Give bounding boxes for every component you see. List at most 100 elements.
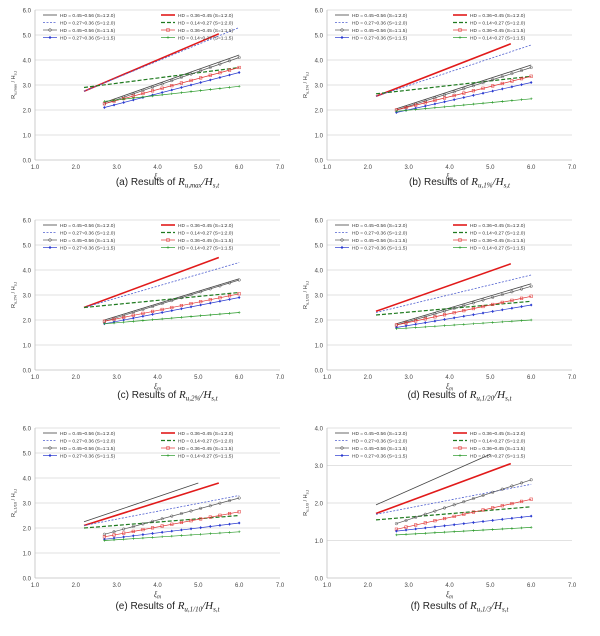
y-axis-label: Ru,1% / Hs,t — [303, 71, 310, 98]
data-point — [150, 89, 155, 93]
data-point — [462, 529, 466, 533]
legend-entry: HD = 0.45~0.56 (S=1:1.5) — [335, 446, 407, 452]
series-marker-red — [102, 510, 241, 539]
series-thin-dark — [104, 54, 240, 103]
data-point — [433, 525, 437, 529]
data-point — [170, 84, 174, 88]
data-point — [414, 322, 417, 326]
x-axis-label: ξm — [446, 384, 453, 393]
data-point — [340, 453, 344, 458]
data-point — [179, 303, 183, 308]
data-point — [179, 296, 183, 300]
data-point — [228, 531, 231, 534]
data-point — [199, 506, 203, 510]
data-point — [150, 519, 155, 523]
text-part: R — [178, 389, 186, 401]
data-point — [481, 101, 485, 105]
data-point — [218, 312, 222, 316]
data-point — [510, 298, 514, 302]
y-tick-label: 0.0 — [315, 577, 324, 583]
text-part: /H — [490, 600, 503, 612]
data-point — [462, 87, 466, 91]
data-point — [491, 321, 494, 324]
data-point — [237, 311, 241, 314]
legend-label: HD = 0.36~0.45 (S=1:1.5) — [178, 446, 233, 452]
data-point — [199, 314, 202, 318]
data-point — [462, 500, 466, 504]
data-point — [404, 321, 408, 325]
data-point — [122, 313, 126, 317]
data-point — [112, 538, 116, 542]
legend-label: HD = 0.27~0.36 (S=1:1.5) — [60, 245, 115, 251]
data-point — [491, 78, 495, 82]
series-marker-dark — [102, 55, 241, 106]
data-point — [48, 35, 52, 40]
text-part: R — [303, 512, 309, 516]
data-point — [131, 310, 135, 314]
data-point — [423, 325, 427, 329]
data-point — [510, 306, 514, 310]
data-point — [151, 536, 154, 539]
y-axis-label: Ru,2% / Hs,t — [11, 281, 18, 308]
data-point — [462, 95, 466, 100]
legend-label: HD = 0.45~0.56 (S=1:2.0) — [352, 431, 407, 437]
data-point — [443, 524, 446, 528]
text-part: u,max — [13, 84, 18, 95]
data-point — [170, 529, 174, 533]
legend-entry: HD = 0.45~0.56 (S=1:2.0) — [43, 223, 115, 229]
data-point — [237, 55, 241, 60]
y-tick-label: 1.0 — [23, 552, 32, 558]
series-line — [396, 67, 532, 111]
data-point — [433, 319, 437, 323]
legend-label: HD = 0.45~0.56 (S=1:1.5) — [60, 28, 115, 34]
x-tick-label: 2.0 — [72, 583, 81, 589]
data-point — [472, 529, 475, 532]
data-point — [150, 526, 155, 530]
data-point — [510, 319, 514, 323]
data-point — [170, 316, 174, 320]
data-point — [237, 496, 241, 500]
legend-entry: HD = 0.14~0.27 (S=1:1.5) — [161, 35, 233, 41]
legend-label: HD = 0.45~0.56 (S=1:1.5) — [60, 238, 115, 244]
data-point — [150, 85, 155, 89]
legend-label: HD = 0.45~0.56 (S=1:2.0) — [60, 431, 115, 437]
chart-caption: (d) Results of Ru,1/20/Hs,t — [407, 389, 512, 403]
y-tick-label: 6.0 — [23, 219, 32, 225]
data-point — [103, 322, 106, 326]
x-tick-label: 1.0 — [323, 165, 332, 171]
data-point — [452, 316, 456, 320]
data-point — [472, 322, 475, 326]
data-point — [208, 88, 212, 91]
text-part: ξ — [154, 384, 158, 391]
series-marker-red — [394, 294, 533, 327]
y-tick-label: 5.0 — [315, 34, 324, 40]
x-tick-label: 7.0 — [276, 583, 285, 589]
x-tick-label: 3.0 — [112, 583, 121, 589]
legend-label: HD = 0.27~0.36 (S=1:2.0) — [352, 20, 407, 26]
data-point — [160, 317, 164, 321]
data-point — [423, 321, 427, 325]
data-point — [112, 530, 116, 534]
legend-label: HD = 0.45~0.56 (S=1:1.5) — [60, 446, 115, 452]
data-point — [218, 75, 222, 80]
legend-label: HD = 0.27~0.36 (S=1:2.0) — [60, 438, 115, 444]
series-dashed-green — [83, 66, 240, 89]
x-tick-label: 1.0 — [323, 375, 332, 381]
data-point — [529, 97, 533, 101]
y-axis-label: Ru,1/10 / Hs,t — [11, 488, 18, 517]
series-line — [83, 514, 240, 529]
data-point — [180, 534, 183, 537]
data-point — [112, 533, 116, 537]
data-point — [452, 523, 456, 527]
x-axis-label: ξm — [154, 174, 161, 183]
data-point — [414, 527, 417, 531]
legend-label: HD = 0.36~0.45 (S=1:2.0) — [178, 431, 233, 437]
data-point — [208, 65, 212, 69]
data-point — [529, 65, 533, 70]
legend-label: HD = 0.14~0.27 (S=1:1.5) — [178, 245, 233, 251]
x-tick-label: 4.0 — [153, 583, 162, 589]
legend-entry: HD = 0.45~0.56 (S=1:1.5) — [335, 28, 407, 34]
text-part: u,1/20 — [476, 395, 494, 403]
data-point — [462, 304, 466, 308]
series-line — [396, 285, 532, 326]
